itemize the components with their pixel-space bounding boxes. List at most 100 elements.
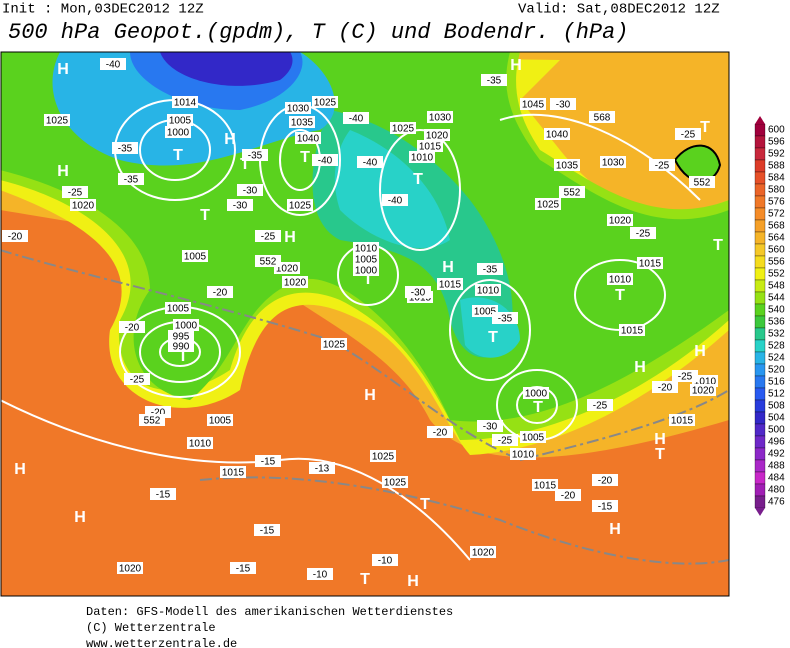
colorbar-label: 540 bbox=[768, 305, 785, 316]
contour-label: 1020 bbox=[70, 199, 96, 212]
label-bg bbox=[207, 286, 233, 298]
contour-label: -25 bbox=[62, 186, 88, 199]
contour-value: -15 bbox=[236, 564, 251, 575]
contour-value: -35 bbox=[118, 144, 133, 155]
colorbar-arrow bbox=[755, 508, 765, 516]
colorbar-swatch bbox=[754, 327, 766, 341]
colorbar-label: 536 bbox=[768, 317, 785, 328]
contour-value: -40 bbox=[106, 60, 121, 71]
label-bg bbox=[669, 414, 695, 426]
label-bg bbox=[424, 129, 450, 141]
label-bg bbox=[690, 384, 716, 396]
label-bg bbox=[544, 128, 570, 140]
contour-value: 1000 bbox=[355, 266, 378, 277]
pressure-center: T bbox=[700, 119, 710, 136]
colorbar: 6005965925885845805765725685645605565525… bbox=[754, 116, 785, 516]
contour-label: -40 bbox=[343, 112, 369, 125]
contour-value: 1000 bbox=[525, 389, 548, 400]
colorbar-swatch bbox=[754, 243, 766, 257]
label-bg bbox=[405, 286, 431, 298]
label-bg bbox=[592, 500, 618, 512]
pressure-center: H bbox=[224, 131, 236, 148]
pressure-center: T bbox=[200, 207, 210, 224]
label-bg bbox=[607, 214, 633, 226]
contour-value: 1035 bbox=[291, 118, 314, 129]
label-bg bbox=[282, 276, 308, 288]
colorbar-swatch bbox=[754, 447, 766, 461]
contour-label: -25 bbox=[649, 159, 675, 172]
label-bg bbox=[492, 312, 518, 324]
contour-label: 1015 bbox=[619, 324, 645, 337]
label-bg bbox=[675, 128, 701, 140]
label-bg bbox=[309, 462, 335, 474]
contour-label: 1030 bbox=[285, 102, 311, 115]
contour-label: -35 bbox=[492, 312, 518, 325]
contour-value: -20 bbox=[658, 383, 673, 394]
contour-label: 995 bbox=[168, 330, 194, 343]
colorbar-arrow bbox=[755, 116, 765, 124]
contour-label: -30 bbox=[227, 199, 253, 212]
colorbar-swatch bbox=[754, 435, 766, 449]
contour-label: 1030 bbox=[600, 156, 626, 169]
contour-label: 1014 bbox=[172, 96, 198, 109]
colorbar-label: 548 bbox=[768, 281, 785, 292]
contour-value: 1020 bbox=[609, 216, 632, 227]
label-bg bbox=[343, 112, 369, 124]
colorbar-label: 592 bbox=[768, 149, 785, 160]
contour-label: -35 bbox=[242, 149, 268, 162]
contour-value: 1025 bbox=[384, 478, 407, 489]
colorbar-label: 556 bbox=[768, 257, 785, 268]
colorbar-label: 480 bbox=[768, 485, 785, 496]
colorbar-swatch bbox=[754, 423, 766, 437]
label-bg bbox=[307, 568, 333, 580]
colorbar-label: 528 bbox=[768, 341, 785, 352]
label-bg bbox=[477, 263, 503, 275]
label-bg bbox=[523, 387, 549, 399]
label-bg bbox=[172, 96, 198, 108]
contour-value: -40 bbox=[318, 156, 333, 167]
contour-value: 1010 bbox=[512, 450, 535, 461]
contour-label: 1000 bbox=[165, 126, 191, 139]
contour-label: -25 bbox=[492, 434, 518, 447]
contour-value: -35 bbox=[498, 314, 513, 325]
contour-value: 995 bbox=[173, 332, 190, 343]
colorbar-swatch bbox=[754, 255, 766, 269]
label-bg bbox=[427, 426, 453, 438]
colorbar-swatch bbox=[754, 411, 766, 425]
contour-label: 1010 bbox=[409, 151, 435, 164]
contour-value: -20 bbox=[598, 476, 613, 487]
pressure-center: H bbox=[57, 163, 69, 180]
colorbar-label: 508 bbox=[768, 401, 785, 412]
contour-value: -30 bbox=[243, 186, 258, 197]
contour-value: -25 bbox=[261, 232, 276, 243]
colorbar-swatch bbox=[754, 471, 766, 485]
colorbar-label: 600 bbox=[768, 125, 785, 136]
contour-value: 552 bbox=[260, 257, 277, 268]
contour-value: 1000 bbox=[167, 128, 190, 139]
contour-label: 1025 bbox=[390, 122, 416, 135]
label-bg bbox=[470, 546, 496, 558]
colorbar-label: 520 bbox=[768, 365, 785, 376]
pressure-center: T bbox=[533, 399, 543, 416]
contour-label: 1000 bbox=[523, 387, 549, 400]
pressure-center: H bbox=[694, 343, 706, 360]
pressure-center: H bbox=[74, 509, 86, 526]
colorbar-swatch bbox=[754, 159, 766, 173]
contour-value: -25 bbox=[681, 130, 696, 141]
contour-value: -25 bbox=[636, 229, 651, 240]
label-bg bbox=[475, 284, 501, 296]
contour-label: 1005 bbox=[520, 431, 546, 444]
label-bg bbox=[357, 156, 383, 168]
pressure-center: T bbox=[300, 149, 310, 166]
contour-label: 1010 bbox=[475, 284, 501, 297]
contour-label: 1030 bbox=[427, 111, 453, 124]
pressure-center: T bbox=[363, 271, 373, 288]
contour-value: 1010 bbox=[694, 377, 717, 388]
label-bg bbox=[117, 562, 143, 574]
pressure-center: T bbox=[615, 287, 625, 304]
contour-value: 552 bbox=[144, 416, 161, 427]
contour-value: 1015 bbox=[671, 416, 694, 427]
contour-label: 552 bbox=[139, 414, 165, 427]
contour-value: 1014 bbox=[174, 98, 197, 109]
pressure-center: H bbox=[364, 387, 376, 404]
